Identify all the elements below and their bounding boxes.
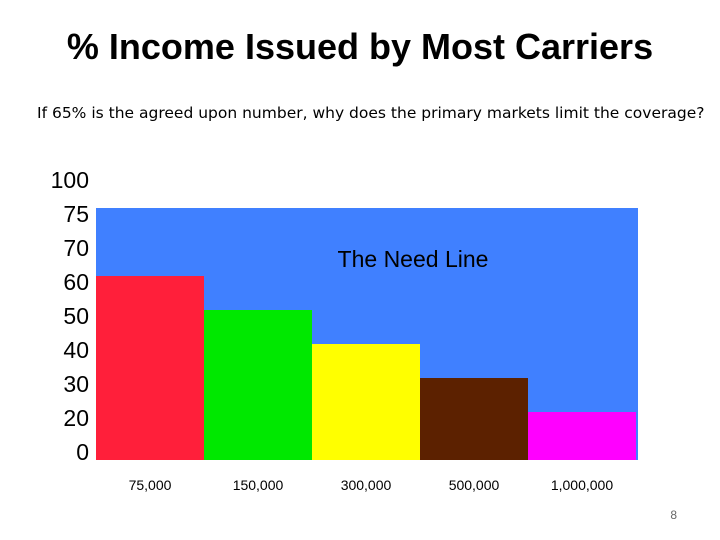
y-tick-label: 70 [63,235,89,261]
y-tick-label: 0 [76,439,89,465]
need-line-label: The Need Line [338,246,489,272]
x-tick-label: 150,000 [233,477,284,493]
bar [420,378,528,460]
bar-chart: 100 75 70 60 50 40 30 20 0 75,000 150,000 300,000 5… [51,167,638,493]
y-tick-label: 60 [63,269,89,295]
x-tick-label: 75,000 [129,477,172,493]
x-tick-label: 300,000 [341,477,392,493]
x-tick-label: 500,000 [449,477,500,493]
slide-title: % Income Issued by Most Carriers [66,26,654,67]
bar [312,344,420,460]
slide-subtitle: If 65% is the agreed upon number, why do… [37,104,705,122]
y-tick-label: 40 [63,337,89,363]
y-tick-label: 75 [63,201,89,227]
y-tick-label: 50 [63,303,89,329]
x-tick-label: 1,000,000 [551,477,613,493]
bar [204,310,312,460]
bar [528,412,636,460]
y-tick-label: 100 [51,167,89,193]
page-number: 8 [670,508,677,522]
bar [96,276,204,460]
y-tick-label: 30 [63,371,89,397]
y-tick-label: 20 [63,405,89,431]
